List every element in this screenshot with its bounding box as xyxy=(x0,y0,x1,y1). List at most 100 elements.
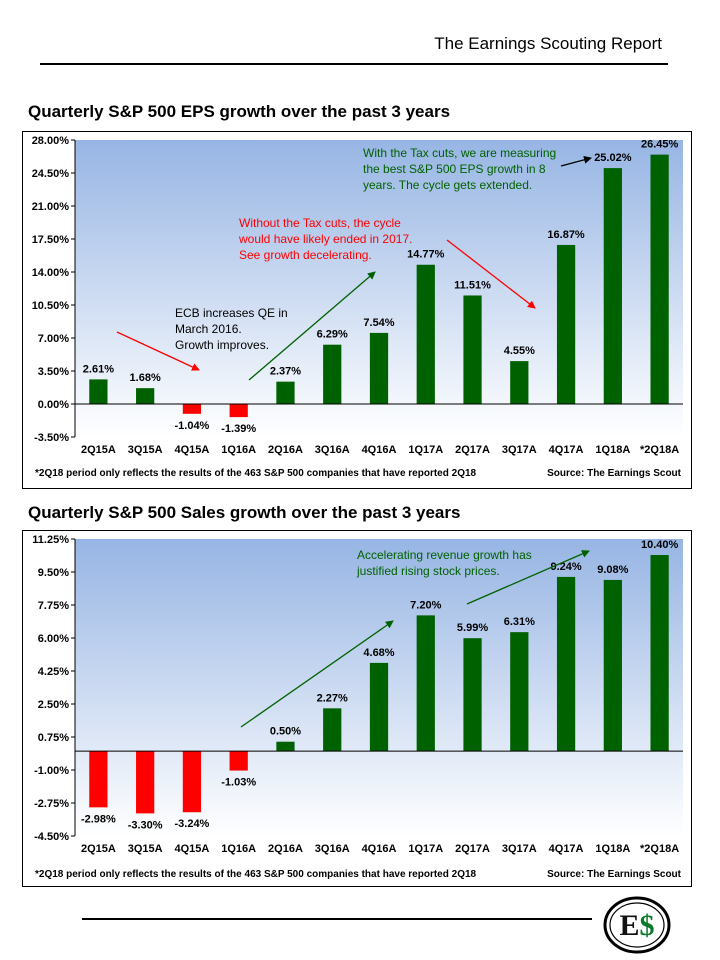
eps-annotation-line: would have likely ended in 2017. xyxy=(238,232,412,246)
eps-trend-arrow xyxy=(560,155,592,167)
eps-bar xyxy=(136,388,155,404)
eps-category-label: 2Q15A xyxy=(81,444,116,456)
sales-source-note: Source: The Earnings Scout xyxy=(547,869,682,880)
sales-category-label: 3Q16A xyxy=(315,843,350,855)
header-divider xyxy=(40,63,668,65)
logo-text: E$ xyxy=(619,909,654,942)
sales-category-label: 1Q17A xyxy=(408,843,443,855)
eps-data-label: 4.55% xyxy=(504,345,535,357)
eps-bar xyxy=(276,381,295,404)
eps-data-label: 14.77% xyxy=(407,249,445,261)
sales-bar xyxy=(323,708,342,752)
sales-data-label: 2.27% xyxy=(317,692,348,704)
sales-bar xyxy=(416,615,435,752)
sales-y-tick-label: 4.25% xyxy=(38,666,69,678)
sales-data-label: 9.08% xyxy=(597,564,628,576)
eps-annotation-line: Without the Tax cuts, the cycle xyxy=(239,216,401,230)
eps-category-label: 3Q16A xyxy=(315,444,350,456)
eps-y-tick-label: 21.00% xyxy=(32,201,70,213)
eps-category-label: 4Q15A xyxy=(174,444,209,456)
sales-chart-title: Quarterly S&P 500 Sales growth over the … xyxy=(28,503,461,522)
sales-y-tick-label: 11.25% xyxy=(32,534,69,546)
eps-category-label: 1Q16A xyxy=(221,444,256,456)
sales-y-tick-label: 2.50% xyxy=(38,699,69,711)
eps-chart-title: Quarterly S&P 500 EPS growth over the pa… xyxy=(28,102,451,121)
sales-category-label: 3Q15A xyxy=(128,843,163,855)
sales-data-label: 9.24% xyxy=(550,561,581,573)
eps-y-tick-label: 7.00% xyxy=(38,333,69,345)
eps-trend-arrow xyxy=(446,239,536,309)
sales-data-label: -3.24% xyxy=(174,818,209,830)
sales-category-label: 3Q17A xyxy=(502,843,537,855)
eps-category-label: 4Q16A xyxy=(362,444,397,456)
eps-annotation-line: March 2016. xyxy=(175,322,242,336)
sales-y-tick-label: -2.75% xyxy=(34,798,69,810)
sales-category-label: *2Q18A xyxy=(640,843,679,855)
eps-category-label: *2Q18A xyxy=(640,444,679,456)
eps-bar xyxy=(89,379,108,404)
eps-annotation-line: the best S&P 500 EPS growth in 8 xyxy=(363,162,546,176)
sales-bar xyxy=(136,751,155,814)
sales-bar xyxy=(89,751,108,808)
eps-category-label: 1Q18A xyxy=(595,444,630,456)
sales-y-tick-label: -4.50% xyxy=(34,831,69,843)
eps-data-label: 7.54% xyxy=(363,317,394,329)
sales-category-label: 2Q17A xyxy=(455,843,490,855)
sales-data-label: -2.98% xyxy=(81,813,116,825)
eps-y-tick-label: -3.50% xyxy=(34,432,69,444)
eps-category-label: 2Q16A xyxy=(268,444,303,456)
sales-data-label: 10.40% xyxy=(641,539,679,551)
eps-bar xyxy=(510,361,529,404)
eps-y-tick-label: 17.50% xyxy=(32,234,70,246)
eps-bar xyxy=(650,154,669,404)
eps-data-label: 2.61% xyxy=(83,363,114,375)
eps-bar xyxy=(182,404,202,414)
sales-y-tick-label: 9.50% xyxy=(38,567,69,579)
sales-data-label: -1.03% xyxy=(221,777,256,789)
sales-data-label: -3.30% xyxy=(128,819,163,831)
eps-bar xyxy=(603,168,622,404)
eps-data-label: -1.04% xyxy=(174,420,209,432)
eps-annotation-line: years. The cycle gets extended. xyxy=(363,178,532,192)
eps-bar xyxy=(463,295,482,404)
eps-data-label: 2.37% xyxy=(270,366,301,378)
sales-annotation-line: justified rising stock prices. xyxy=(356,564,500,578)
sales-y-tick-label: 7.75% xyxy=(38,600,69,612)
eps-y-tick-label: 14.00% xyxy=(32,267,70,279)
eps-y-tick-label: 0.00% xyxy=(38,399,69,411)
report-title: The Earnings Scouting Report xyxy=(434,34,662,53)
eps-y-tick-label: 24.50% xyxy=(32,168,70,180)
eps-y-tick-label: 10.50% xyxy=(32,300,70,312)
sales-bar xyxy=(182,751,202,813)
eps-data-label: 16.87% xyxy=(547,229,585,241)
sales-category-label: 4Q16A xyxy=(362,843,397,855)
sales-data-label: 6.31% xyxy=(504,616,535,628)
sales-category-label: 4Q15A xyxy=(174,843,209,855)
sales-trend-arrow xyxy=(466,550,590,605)
sales-footnote: *2Q18 period only reflects the results o… xyxy=(35,869,477,880)
eps-annotation-line: Growth improves. xyxy=(175,338,269,352)
sales-data-label: 4.68% xyxy=(363,647,394,659)
sales-growth-chart: 11.25% 9.50% 7.75% 6.00% 4.25% 2.50% 0.75% -1.0… xyxy=(32,534,683,880)
sales-annotation-line: Accelerating revenue growth has xyxy=(357,548,532,562)
eps-trend-arrow xyxy=(248,271,376,381)
eps-bar xyxy=(416,264,435,404)
eps-data-label: 6.29% xyxy=(317,329,348,341)
sales-bar xyxy=(603,579,622,752)
eps-category-label: 1Q17A xyxy=(408,444,443,456)
eps-chart-panel: 28.00% 24.50% 21.00% 17.50% 14.00% 10.50% 7.00… xyxy=(22,131,692,489)
eps-y-tick-label: 3.50% xyxy=(38,366,69,378)
footer-divider xyxy=(82,918,592,920)
eps-annotation-line: See growth decelerating. xyxy=(239,248,372,262)
sales-bar xyxy=(369,662,389,752)
logo-letter-e: E xyxy=(619,909,639,942)
eps-trend-arrow xyxy=(116,331,200,371)
sales-category-label: 4Q17A xyxy=(549,843,584,855)
sales-trend-arrow xyxy=(240,620,394,728)
eps-data-label: 1.68% xyxy=(130,372,161,384)
sales-bar xyxy=(556,576,576,752)
eps-y-tick-label: 28.00% xyxy=(32,135,70,147)
eps-bar xyxy=(323,344,342,404)
eps-annotation-line: With the Tax cuts, we are measuring xyxy=(363,146,556,160)
sales-data-label: 0.50% xyxy=(270,726,301,738)
